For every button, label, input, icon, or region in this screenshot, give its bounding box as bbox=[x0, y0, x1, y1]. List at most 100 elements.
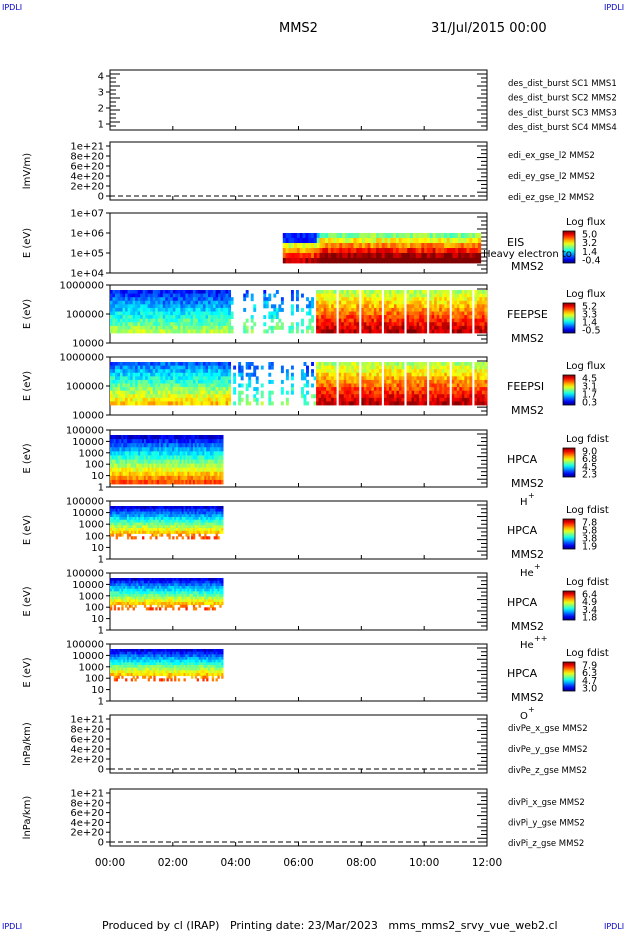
spectrogram-cell bbox=[454, 325, 458, 330]
spectrogram-cell bbox=[255, 376, 259, 381]
spectrogram-cell bbox=[181, 514, 184, 518]
spectrogram-cell bbox=[197, 387, 201, 392]
spectrogram-cell bbox=[223, 372, 227, 377]
spectrogram-cell bbox=[432, 238, 436, 244]
spectrogram-cell bbox=[140, 522, 143, 526]
spectrogram-cell bbox=[208, 329, 211, 334]
colorbar bbox=[562, 230, 576, 264]
spectrogram-cell bbox=[434, 376, 438, 381]
spectrogram-cell bbox=[150, 318, 154, 323]
spectrogram-cell bbox=[120, 383, 123, 388]
spectrogram-cell bbox=[177, 300, 181, 305]
spectrogram-cell bbox=[111, 439, 115, 444]
spectrogram-cell bbox=[150, 329, 154, 334]
spectrogram-cell bbox=[134, 530, 137, 534]
spectrogram-cell bbox=[172, 362, 176, 366]
spectrogram-cell bbox=[159, 508, 162, 512]
spectrogram-cell bbox=[136, 508, 139, 512]
spectrogram-cell bbox=[342, 238, 346, 244]
spectrogram-cell bbox=[157, 329, 161, 334]
spectrogram-cell bbox=[343, 362, 347, 366]
spectrogram-cell bbox=[138, 479, 141, 485]
spectrogram-cell bbox=[361, 401, 365, 406]
spectrogram-cell bbox=[323, 376, 327, 381]
spectrogram-cell bbox=[198, 525, 201, 529]
spectrogram-cell bbox=[322, 233, 326, 239]
spectrogram-cell bbox=[155, 290, 159, 294]
spectrogram-cell bbox=[136, 435, 139, 440]
spectrogram-cell bbox=[331, 383, 335, 388]
spectrogram-cell bbox=[484, 401, 488, 406]
spectrogram-cell bbox=[356, 311, 360, 316]
spectrogram-cell bbox=[459, 376, 463, 381]
spectrogram-cell bbox=[290, 329, 294, 334]
spectrogram-cell bbox=[353, 390, 357, 395]
spectrogram-cell bbox=[421, 238, 425, 244]
spectrogram-cell bbox=[228, 290, 232, 294]
spectrogram-cell bbox=[165, 290, 169, 294]
spectrogram-cell bbox=[464, 300, 468, 305]
spectrogram-cell bbox=[198, 479, 201, 485]
spectrogram-cell bbox=[140, 517, 143, 521]
spectrogram-cell bbox=[383, 304, 387, 309]
spectrogram-cell bbox=[112, 401, 116, 406]
spectrogram-cell bbox=[181, 463, 184, 469]
spectrogram-cell bbox=[401, 258, 405, 264]
spectrogram-cell bbox=[221, 447, 224, 452]
spectrogram-cell bbox=[132, 475, 135, 481]
colorbar-tick-label: 4.9 bbox=[582, 597, 597, 608]
spectrogram-cell bbox=[183, 463, 186, 469]
spacecraft-label: MMS2 bbox=[511, 260, 544, 273]
spectrogram-cell bbox=[439, 322, 443, 327]
spectrogram-cell bbox=[206, 435, 209, 440]
spectrogram-cell bbox=[127, 307, 131, 312]
spectrogram-cell bbox=[416, 362, 420, 366]
spectrogram-cell bbox=[240, 365, 244, 370]
spectrogram-cell bbox=[356, 365, 360, 370]
spectrogram-cell bbox=[172, 311, 176, 316]
spectrogram-cell bbox=[145, 443, 149, 448]
spectrogram-cell bbox=[198, 514, 201, 518]
spectrogram-cell bbox=[282, 258, 287, 264]
spectrogram-cell bbox=[477, 233, 482, 239]
spectrogram-cell bbox=[394, 365, 397, 370]
spectrogram-cell bbox=[451, 329, 455, 334]
spectrogram-cell bbox=[162, 304, 166, 309]
spectrogram-cell bbox=[189, 459, 192, 464]
spectrogram-cell bbox=[431, 318, 435, 323]
spectrogram-cell bbox=[331, 329, 335, 334]
spectrogram-cell bbox=[213, 318, 216, 323]
spectrogram-cell bbox=[294, 248, 298, 254]
spectrogram-cell bbox=[180, 372, 184, 377]
spectrogram-cell bbox=[331, 376, 335, 381]
spectrogram-cell bbox=[200, 297, 204, 302]
spectrogram-cell bbox=[238, 383, 242, 388]
spectrogram-cell bbox=[210, 307, 214, 312]
spectrogram-cell bbox=[429, 329, 433, 334]
spectrogram-cell bbox=[202, 387, 206, 392]
spectrogram-cell bbox=[166, 517, 169, 521]
spectrogram-cell bbox=[456, 397, 460, 402]
spectrogram-cell bbox=[191, 443, 194, 448]
spectrogram-cell bbox=[155, 329, 159, 334]
spectrogram-cell bbox=[115, 329, 118, 334]
spectrogram-cell bbox=[157, 522, 160, 526]
spectrogram-cell bbox=[431, 329, 435, 334]
spectrogram-cell bbox=[150, 304, 154, 309]
spectrogram-cell bbox=[149, 514, 152, 518]
spectrogram-cell bbox=[288, 238, 292, 244]
spectrogram-cell bbox=[322, 243, 326, 249]
spectrogram-cell bbox=[323, 304, 327, 309]
spectrogram-cell bbox=[421, 318, 425, 323]
spectrogram-cell bbox=[217, 511, 220, 515]
spectrogram-cell bbox=[142, 383, 146, 388]
spectrogram-cell bbox=[145, 304, 149, 309]
spectrogram-cell bbox=[115, 365, 118, 370]
spectrogram-cell bbox=[476, 304, 480, 309]
spectrogram-cell bbox=[348, 329, 352, 334]
spectrogram-cell bbox=[113, 443, 117, 448]
spectrogram-cell bbox=[419, 329, 423, 334]
spectrogram-cell bbox=[223, 387, 227, 392]
spectrogram-cell bbox=[401, 315, 405, 320]
